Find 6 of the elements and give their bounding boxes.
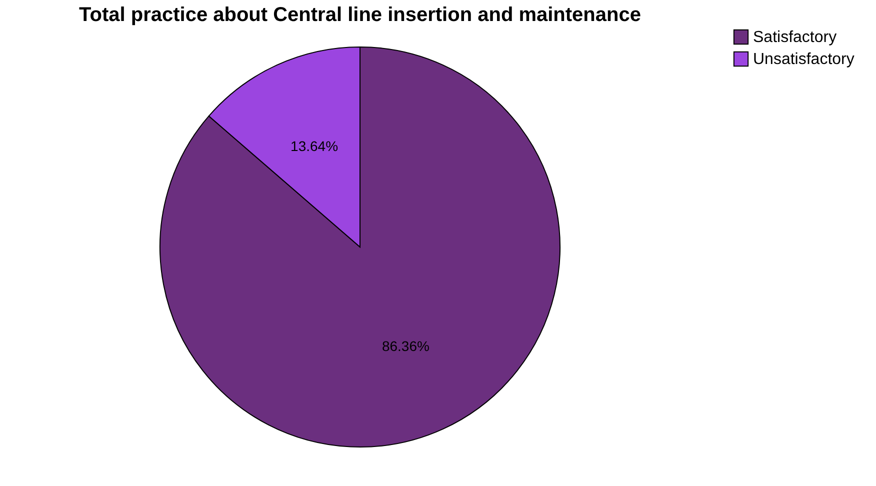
pie-slice: [160, 46, 560, 448]
legend-label: Unsatisfactory: [753, 51, 854, 68]
chart-title: Total practice about Central line insertion and maintenance: [79, 4, 641, 26]
legend-label: Satisfactory: [753, 29, 837, 46]
data-label: 86.36%: [382, 338, 430, 354]
data-label: 13.64%: [290, 138, 338, 154]
